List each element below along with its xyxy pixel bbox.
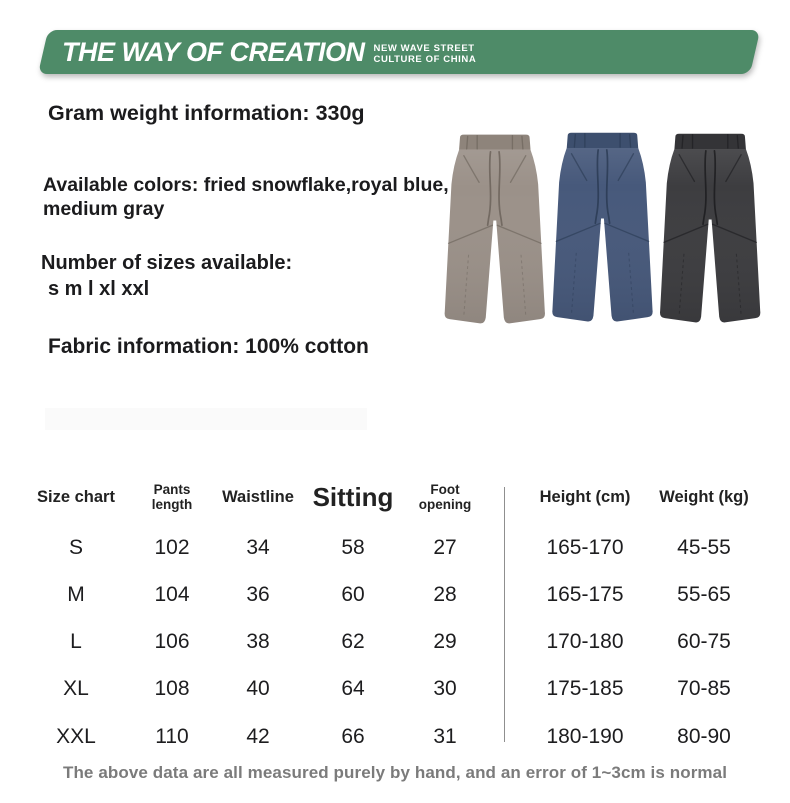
table-row-s-height: 165-170 [546,535,624,559]
table-row-xxl-foot-opening: 31 [433,724,457,748]
pants-image-medium-gray [659,133,761,323]
spacer [478,571,532,618]
table-row-xl-sitting: 64 [341,677,365,700]
table-row-s-sitting: 58 [341,535,365,559]
measurement-disclaimer: The above data are all measured purely b… [62,763,728,782]
column-header-sitting: Sitting [312,481,394,512]
table-row-s-waistline: 34 [246,535,270,559]
table-row-xxl-height: 180-190 [546,724,624,748]
table-row-xxl-sitting: 66 [341,724,365,748]
column-header-waistline: Waistline [222,487,294,506]
table-row-l-waistline: 38 [246,629,270,653]
available-colors-line2: medium gray [43,197,165,220]
brand-banner: THE WAY OF CREATION NEW WAVE STREET CULT… [38,30,761,74]
table-row-s-pants-length: 102 [154,535,190,559]
spacer [478,713,532,760]
size-chart-table: Size chart Pants length Waistline Sittin… [30,470,770,760]
sizes-available-value: s m l xl xxl [48,278,150,300]
table-row-m-pants-length: 104 [154,582,190,606]
spacer [478,618,532,665]
table-row-m-size: M [67,582,85,606]
table-row-m-height: 165-175 [546,582,624,606]
fabric-info-text: Fabric information: 100% cotton [48,335,369,358]
spacer [478,470,532,524]
table-row-m-sitting: 60 [341,582,365,606]
gram-weight-text: Gram weight information: 330g [48,101,365,125]
table-row-s-foot-opening: 27 [433,535,457,559]
table-row-xl-waistline: 40 [246,677,270,700]
table-row-m-weight: 55-65 [677,582,731,606]
spacer [478,524,532,571]
table-vertical-divider [504,487,505,742]
brand-subtitle-line1: NEW WAVE STREET [373,42,475,53]
table-row-xxl-weight: 80-90 [677,724,731,748]
table-row-l-foot-opening: 29 [433,629,457,653]
column-header-height: Height (cm) [539,487,631,506]
table-row-xl-foot-opening: 30 [433,677,457,700]
table-row-xl-size: XL [63,677,89,700]
table-row-xl-pants-length: 108 [154,677,190,700]
brand-banner-content: THE WAY OF CREATION NEW WAVE STREET CULT… [43,37,755,68]
table-row-xxl-pants-length: 110 [155,724,189,748]
column-header-pants-length: Pants length [151,481,193,513]
sizes-available-title: Number of sizes available: [41,252,293,274]
faded-text-remnant [45,408,367,430]
table-row-s-size: S [68,535,83,559]
table-row-l-size: L [70,629,82,653]
brand-subtitle-line2: CULTURE OF CHINA [373,53,477,64]
available-colors-line1: Available colors: fried snowflake,royal … [43,174,449,196]
column-header-weight: Weight (kg) [659,487,749,506]
spacer [478,665,532,713]
table-row-m-waistline: 36 [246,582,270,606]
product-photo-pants [444,132,761,324]
table-row-l-pants-length: 106 [154,629,190,653]
table-row-l-sitting: 62 [341,629,365,653]
table-row-xxl-waistline: 42 [246,724,270,748]
table-row-xl-weight: 70-85 [677,677,731,700]
pants-image-fried-snowflake [444,134,545,324]
table-row-s-weight: 45-55 [677,535,731,559]
table-row-xxl-size: XXL [56,724,96,748]
table-row-m-foot-opening: 28 [433,582,457,606]
table-row-l-weight: 60-75 [677,629,731,653]
column-header-size: Size chart [37,487,115,506]
column-header-foot-opening: Foot opening [418,481,472,513]
brand-subtitle: NEW WAVE STREET CULTURE OF CHINA [374,40,477,64]
table-row-xl-height: 175-185 [546,677,624,700]
brand-title: THE WAY OF CREATION [62,36,365,67]
pants-image-royal-blue [552,132,653,322]
available-colors-text: Available colors: fried snowflake,royal … [43,174,449,221]
table-row-l-height: 170-180 [546,629,624,653]
